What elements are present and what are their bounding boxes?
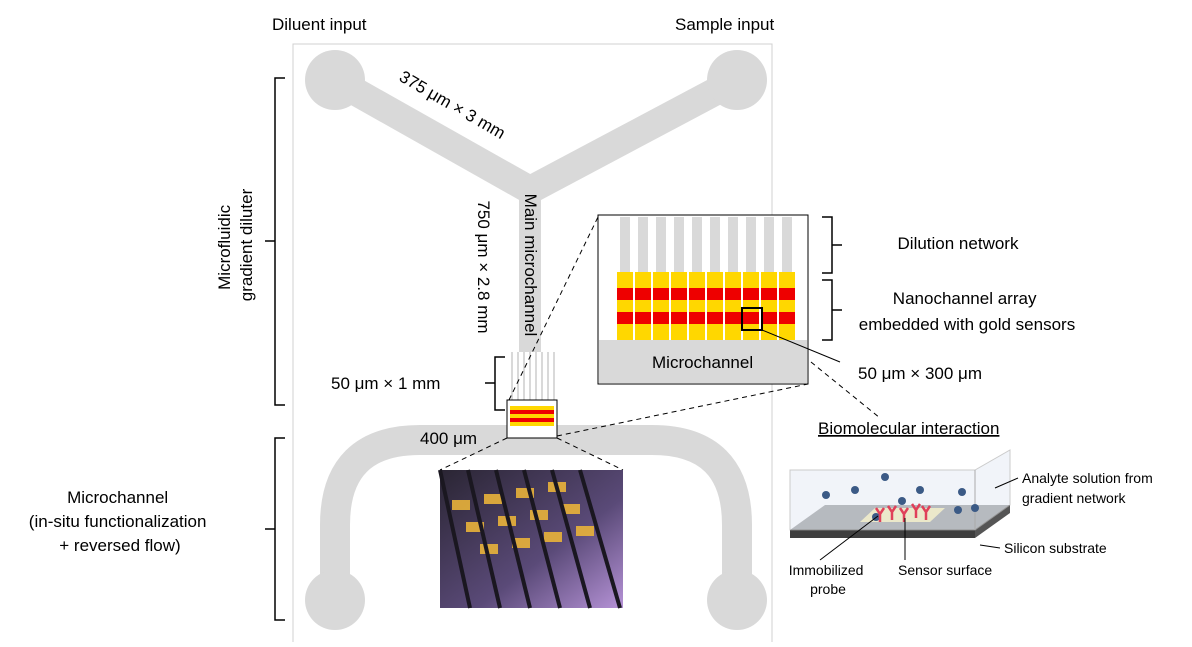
channels bbox=[320, 67, 752, 600]
sensor-yellow bbox=[617, 272, 633, 340]
sensor-red bbox=[671, 312, 687, 324]
sensor-yellow bbox=[653, 272, 669, 340]
sensor-red bbox=[671, 288, 687, 300]
sensor-red bbox=[707, 312, 723, 324]
photo-pad bbox=[562, 504, 580, 514]
sensor-red bbox=[761, 288, 777, 300]
channel-strip bbox=[674, 217, 684, 272]
label-line: Analyte solution from bbox=[1022, 470, 1153, 486]
channel-strip bbox=[764, 217, 774, 272]
channel-strip bbox=[728, 217, 738, 272]
interaction-schematic bbox=[789, 449, 1019, 561]
label: Dilution network bbox=[898, 234, 1019, 253]
photo-pad bbox=[466, 522, 484, 532]
label-line: + reversed flow) bbox=[59, 536, 180, 555]
sensor-yellow bbox=[689, 272, 705, 340]
label: Main microchannel bbox=[521, 194, 540, 337]
sensor-red bbox=[743, 312, 759, 324]
photo-groove bbox=[466, 469, 502, 609]
channel-strip bbox=[746, 217, 756, 272]
sensor-yellow bbox=[671, 272, 687, 340]
channel-strip bbox=[692, 217, 702, 272]
label-line: (in-situ functionalization bbox=[29, 512, 207, 531]
sensor-yellow bbox=[707, 272, 723, 340]
sensor-red bbox=[761, 312, 777, 324]
channel-strip bbox=[620, 217, 630, 272]
label-line: gradient network bbox=[1022, 490, 1127, 506]
label: Immobilized probe bbox=[789, 562, 868, 597]
array-red bbox=[510, 410, 554, 414]
photo-pad bbox=[480, 544, 498, 554]
sensor-red bbox=[725, 288, 741, 300]
photo-pad bbox=[512, 538, 530, 548]
label: Biomolecular interaction bbox=[818, 419, 999, 438]
photo-pad bbox=[576, 526, 594, 536]
label: Microchannel (in-situ functionalization … bbox=[29, 488, 211, 555]
sensor-red bbox=[689, 312, 705, 324]
photo-groove bbox=[550, 469, 592, 609]
label: 750 μm × 2.8 mm bbox=[474, 200, 493, 333]
channel-strip bbox=[710, 217, 720, 272]
sensor-red bbox=[707, 288, 723, 300]
brackets bbox=[265, 77, 842, 621]
sensor-red bbox=[653, 288, 669, 300]
label: 400 μm bbox=[420, 429, 477, 448]
photo-groove bbox=[494, 469, 532, 609]
sensor-red bbox=[617, 312, 633, 324]
sensor-red bbox=[725, 312, 741, 324]
label-line: Nanochannel array bbox=[893, 289, 1037, 308]
sensor-yellow bbox=[725, 272, 741, 340]
reservoirs bbox=[305, 50, 767, 630]
photo-pad bbox=[484, 494, 502, 504]
channel-strip bbox=[638, 217, 648, 272]
sensor-yellow bbox=[635, 272, 651, 340]
sensor-red bbox=[743, 288, 759, 300]
label: 50 μm × 300 μm bbox=[858, 364, 982, 383]
labels: Diluent input Sample input 375 μm × 3 mm… bbox=[29, 15, 1157, 597]
label: Nanochannel array embedded with gold sen… bbox=[859, 289, 1075, 334]
label: Analyte solution from gradient network bbox=[1022, 470, 1157, 506]
sensor-red bbox=[617, 288, 633, 300]
sensor-red bbox=[653, 312, 669, 324]
dilution-lines bbox=[511, 352, 555, 402]
label-line: Microchannel bbox=[67, 488, 168, 507]
photo-pad bbox=[544, 532, 562, 542]
sensor-red bbox=[635, 288, 651, 300]
label-line: gradient diluter bbox=[237, 188, 256, 301]
photo-pad bbox=[452, 500, 470, 510]
label-line: Immobilized bbox=[789, 562, 864, 578]
label-line: embedded with gold sensors bbox=[859, 315, 1075, 334]
label: Microfluidic gradient diluter bbox=[215, 188, 256, 301]
sensor-red bbox=[689, 288, 705, 300]
photo-pad bbox=[516, 488, 534, 498]
array-yellow bbox=[510, 406, 554, 426]
label: Sensor surface bbox=[898, 562, 992, 578]
inset bbox=[597, 214, 841, 385]
photo-groove bbox=[438, 469, 472, 609]
sensor-yellow bbox=[761, 272, 777, 340]
label: Sample input bbox=[675, 15, 775, 34]
photo-pad bbox=[530, 510, 548, 520]
label-line: probe bbox=[810, 581, 846, 597]
sensor-yellow bbox=[779, 272, 795, 340]
channel-strip bbox=[656, 217, 666, 272]
label: Silicon substrate bbox=[1004, 540, 1107, 556]
label: Microchannel bbox=[652, 353, 753, 372]
channel-strip bbox=[782, 217, 792, 272]
sensor-red bbox=[779, 312, 795, 324]
label: Diluent input bbox=[272, 15, 367, 34]
label: 50 μm × 1 mm bbox=[331, 374, 440, 393]
photo-groove bbox=[522, 469, 562, 609]
label-line: Microfluidic bbox=[215, 204, 234, 290]
array-red bbox=[510, 418, 554, 422]
sensor-red bbox=[635, 312, 651, 324]
photo-groove bbox=[578, 469, 622, 609]
sensor-red bbox=[779, 288, 795, 300]
